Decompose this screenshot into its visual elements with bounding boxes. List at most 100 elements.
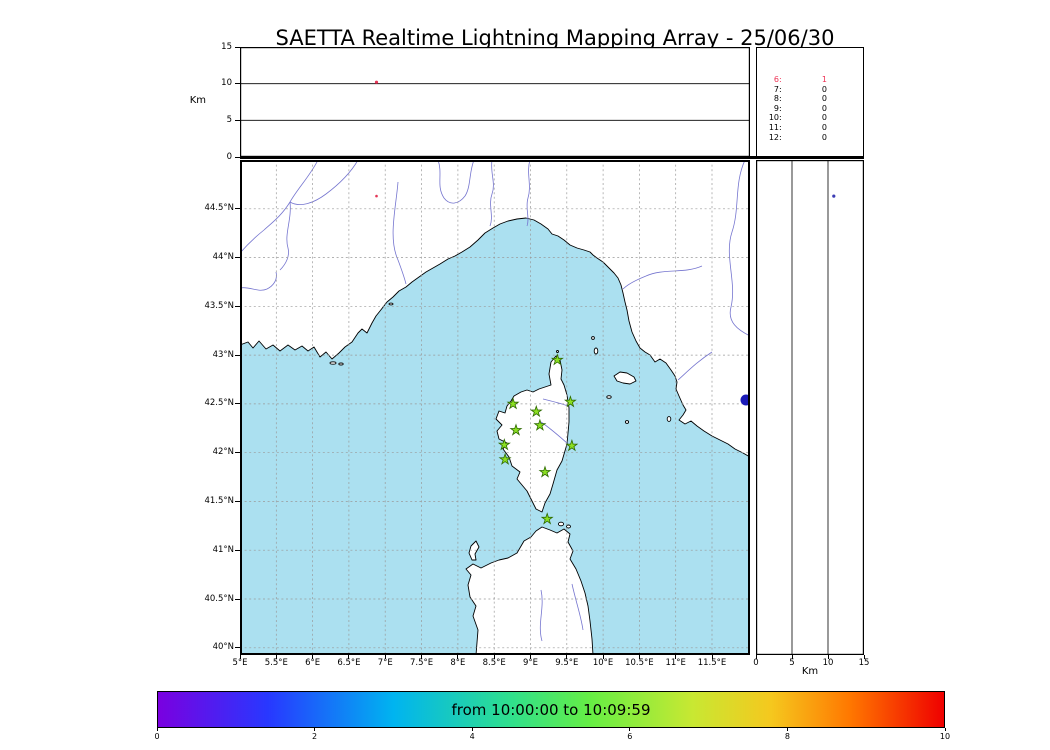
sardinia-island <box>465 526 594 655</box>
axis-tick-mark <box>156 728 158 731</box>
station-count-key: 6 <box>773 75 779 84</box>
giglio-island <box>666 416 672 422</box>
lake-bolsena <box>740 394 750 406</box>
station-count-row: 9 : 0 <box>757 104 863 114</box>
longitude-tick-label: 7.5°E <box>409 658 434 668</box>
km-tick-label: 5 <box>789 658 795 668</box>
station-count-row: 7 : 0 <box>757 85 863 95</box>
river <box>728 160 750 337</box>
separator: : <box>779 84 782 94</box>
axis-tick-mark <box>235 208 240 210</box>
lma-station-star <box>529 404 543 418</box>
colorbar-tick-label: 4 <box>469 732 475 741</box>
river <box>392 181 407 285</box>
altitude-vs-latitude-panel <box>756 160 864 655</box>
longitude-tick-label: 6°E <box>305 658 321 668</box>
axis-tick-mark <box>235 549 240 551</box>
panel-background <box>240 47 750 157</box>
time-colorbar: from 10:00:00 to 10:09:59 <box>157 691 945 728</box>
axis-tick-mark <box>235 354 240 356</box>
porquerolles-island <box>329 361 337 365</box>
giraglia-island <box>556 350 559 353</box>
colorbar-time-range-label: from 10:00:00 to 10:09:59 <box>451 701 651 719</box>
axis-tick-mark <box>235 83 240 85</box>
longitude-tick-label: 10°E <box>592 658 614 668</box>
separator: : <box>779 94 782 104</box>
lma-station-star <box>538 465 552 478</box>
port-cros-island <box>338 362 344 366</box>
separator: : <box>779 113 782 123</box>
maddalena-island <box>566 524 571 529</box>
colorbar-tick-label: 6 <box>627 732 633 741</box>
altitude-tick-label: 15 <box>221 41 232 52</box>
latitude-tick-label: 40°N <box>212 642 234 653</box>
axis-tick-mark <box>755 655 757 659</box>
longitude-tick-label: 5.5°E <box>264 658 288 668</box>
axis-tick-mark <box>791 655 793 659</box>
river <box>437 160 475 204</box>
page-title: SAETTA Realtime Lightning Mapping Array … <box>275 26 835 50</box>
lma-station-star <box>498 452 512 465</box>
separator: : <box>779 132 782 142</box>
altitude-tick-label: 0 <box>226 151 232 162</box>
altitude-vs-longitude-panel <box>240 47 750 157</box>
station-count-rows: 6 : 1 7 : 0 8 : 0 9 : 0 10 : 0 11 : 0 12 : 0 <box>757 75 863 142</box>
axis-tick-mark <box>711 655 713 659</box>
map-frame <box>240 160 750 655</box>
altitude-tick-label: 10 <box>221 78 232 89</box>
km-tick-label: 0 <box>753 658 759 668</box>
river <box>489 160 494 227</box>
capraia-island <box>593 347 599 355</box>
axis-tick-mark <box>314 728 316 731</box>
altitude-axis-unit-label: Km <box>189 95 206 106</box>
lightning-source-dot <box>375 194 378 198</box>
lerins-island <box>388 302 394 306</box>
latitude-tick-label: 40.5°N <box>204 593 234 604</box>
longitude-tick-label: 9.5°E <box>555 658 579 668</box>
latitude-tick-label: 42°N <box>212 447 234 458</box>
axis-tick-mark <box>493 655 495 659</box>
latitude-tick-label: 41.5°N <box>204 495 234 506</box>
altitude-tick-label: 5 <box>226 114 232 125</box>
station-count-row: 8 : 0 <box>757 94 863 104</box>
axis-tick-mark <box>235 46 240 48</box>
axis-tick-mark <box>602 655 604 659</box>
axis-tick-mark <box>786 728 788 731</box>
lma-station-star <box>540 512 554 525</box>
axis-tick-mark <box>421 655 423 659</box>
colorbar-tick-label: 0 <box>154 732 160 741</box>
axis-tick-mark <box>827 655 829 659</box>
lightning-source-dot <box>374 80 379 84</box>
axis-tick-mark <box>235 500 240 502</box>
river <box>539 589 543 642</box>
river <box>289 160 359 205</box>
station-count-key: 8 <box>773 94 779 104</box>
axis-tick-mark <box>275 655 277 659</box>
axis-tick-mark <box>944 728 946 731</box>
source-count-value: 0 <box>821 94 827 104</box>
lma-station-star <box>550 353 564 366</box>
latitude-tick-label: 43°N <box>212 349 234 360</box>
axis-tick-mark <box>235 156 240 158</box>
longitude-tick-label: 8°E <box>450 658 466 668</box>
axis-tick-mark <box>675 655 677 659</box>
axis-tick-mark <box>235 598 240 600</box>
panel-background <box>756 160 864 655</box>
longitude-tick-label: 11.5°E <box>697 658 727 668</box>
source-count-value: 0 <box>821 103 827 113</box>
river <box>526 160 531 227</box>
montecristo-island <box>624 420 630 424</box>
station-count-key: 11 <box>768 122 779 132</box>
corsica-island <box>495 355 570 513</box>
station-count-row: 6 : 1 <box>757 75 863 85</box>
map-panel <box>240 160 750 655</box>
latitude-tick-label: 42.5°N <box>204 398 234 409</box>
longitude-tick-label: 5°E <box>232 658 248 668</box>
pianosa-island <box>606 395 612 399</box>
maddalena-island <box>557 521 565 527</box>
longitude-tick-label: 10.5°E <box>625 658 654 668</box>
axis-tick-mark <box>239 655 241 659</box>
longitude-tick-label: 11°E <box>665 658 686 668</box>
axis-tick-mark <box>235 257 240 259</box>
station-count-key: 12 <box>768 132 779 142</box>
